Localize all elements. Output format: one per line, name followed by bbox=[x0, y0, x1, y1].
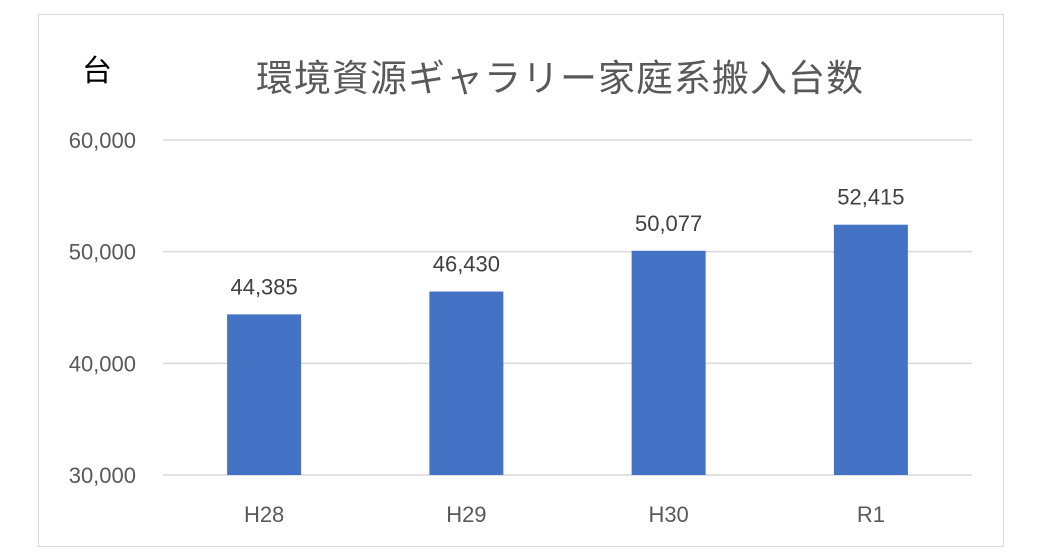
y-tick-label: 50,000 bbox=[69, 240, 136, 265]
y-tick-label: 30,000 bbox=[69, 463, 136, 488]
data-label: 46,430 bbox=[433, 252, 500, 277]
y-axis-unit-label: 台 bbox=[82, 55, 112, 88]
x-tick-label: H28 bbox=[244, 502, 284, 527]
x-tick-label: R1 bbox=[857, 502, 885, 527]
bar-H29 bbox=[429, 291, 504, 475]
chart-frame bbox=[38, 14, 1004, 547]
chart-title: 環境資源ギャラリー家庭系搬入台数 bbox=[256, 58, 864, 99]
bar-H28 bbox=[227, 314, 302, 475]
data-label: 52,415 bbox=[837, 185, 904, 210]
y-tick-label: 40,000 bbox=[69, 351, 136, 376]
bar-H30 bbox=[631, 250, 706, 475]
data-label: 50,077 bbox=[635, 211, 702, 236]
y-tick-label: 60,000 bbox=[69, 128, 136, 153]
bar-R1 bbox=[833, 224, 908, 475]
x-tick-label: H29 bbox=[446, 502, 486, 527]
x-tick-label: H30 bbox=[648, 502, 688, 527]
data-label: 44,385 bbox=[230, 274, 297, 299]
